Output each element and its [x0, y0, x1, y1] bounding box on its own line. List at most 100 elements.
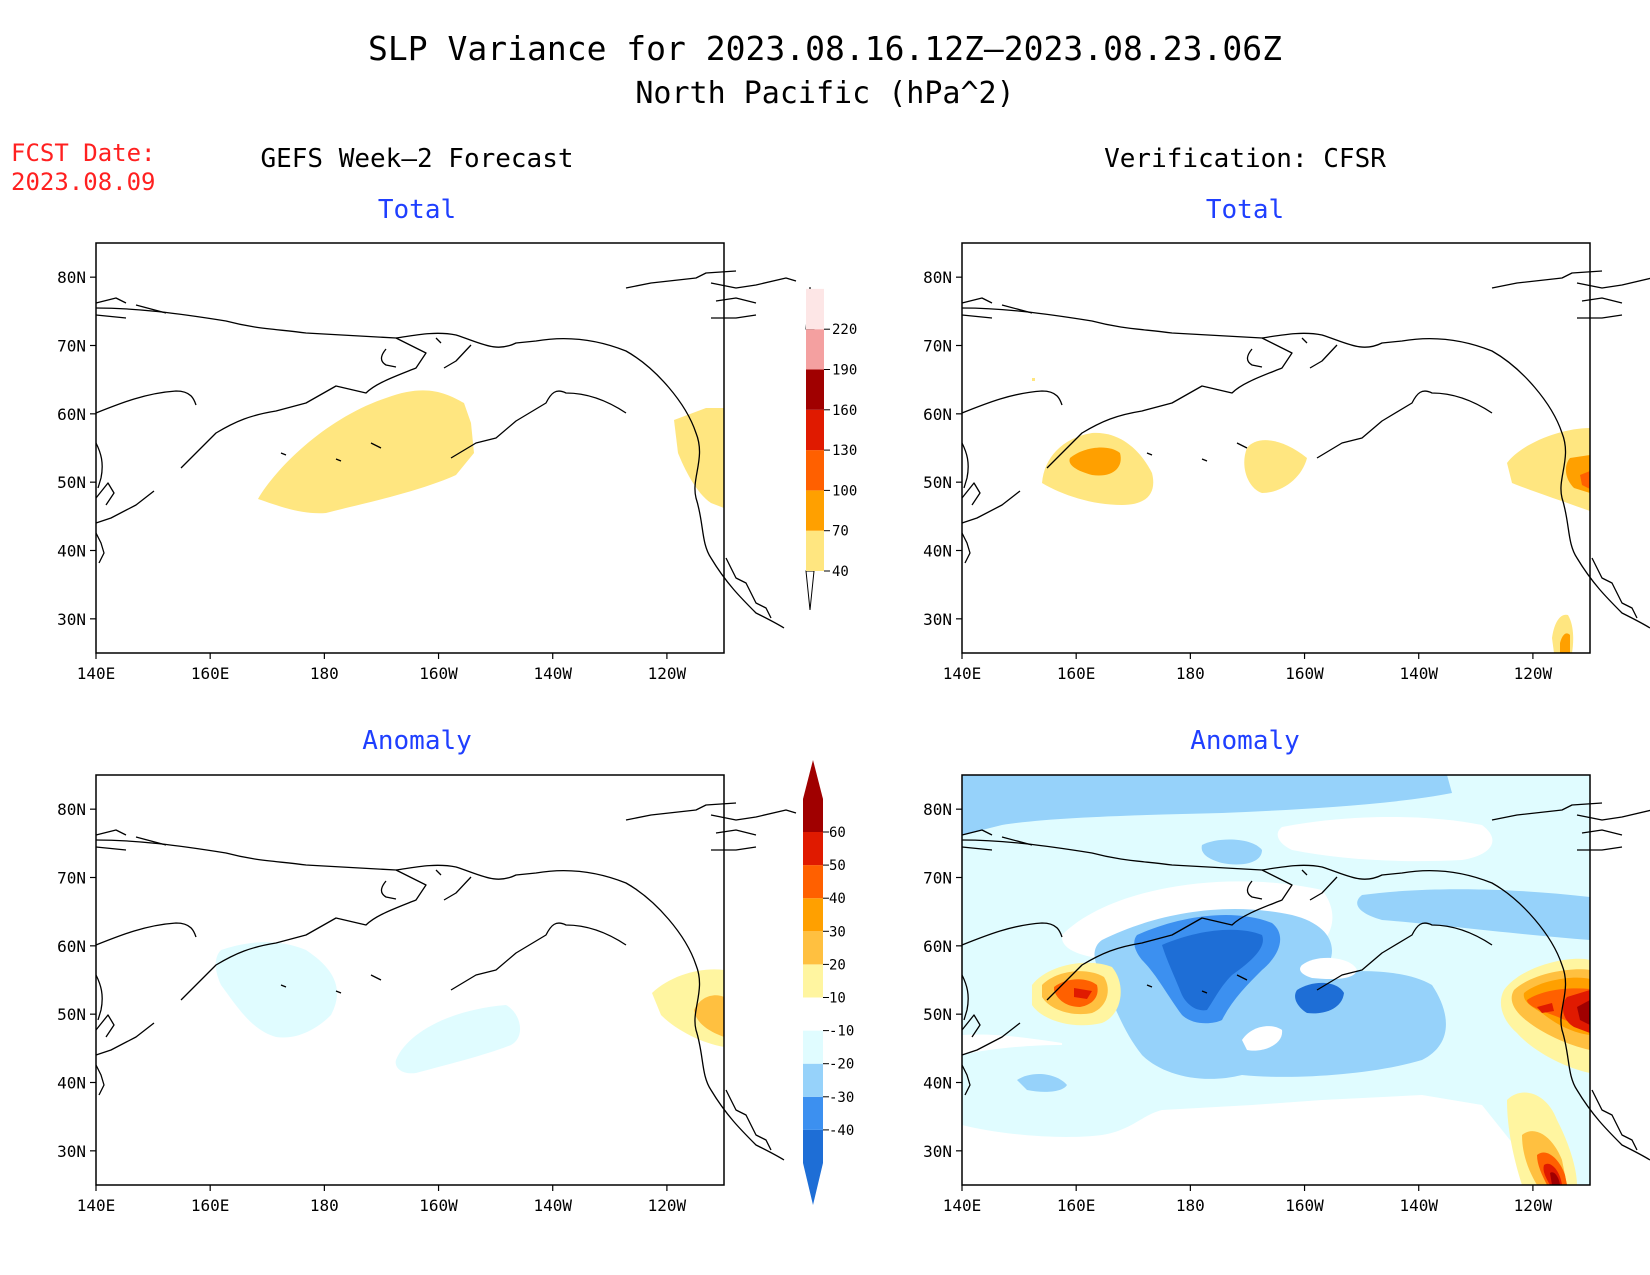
- colorbar-swatch: [803, 1129, 823, 1163]
- lon-tick-label: 140E: [77, 664, 116, 683]
- colorbar-label: 220: [832, 322, 857, 338]
- lon-tick-label: 160W: [419, 1196, 458, 1215]
- map-frame: [961, 774, 1591, 1186]
- lat-tick-label: 60N: [923, 405, 952, 424]
- lon-tick-label: 120W: [1514, 1196, 1553, 1215]
- lat-tick-label: 30N: [923, 610, 952, 629]
- lat-tick-label: 40N: [57, 542, 86, 561]
- fcst-date: 2023.08.09: [11, 168, 156, 196]
- colorbar-swatch: [806, 530, 824, 571]
- lon-tick-label: 120W: [1514, 664, 1553, 683]
- figure-title-line1: SLP Variance for 2023.08.16.12Z–2023.08.…: [368, 29, 1282, 68]
- lon-tick-label: 160E: [1057, 1196, 1096, 1215]
- lon-tick-label: 180: [310, 1196, 339, 1215]
- colorbar-label: 100: [832, 483, 857, 499]
- colorbar-label: -40: [829, 1123, 854, 1139]
- lon-tick-label: 140E: [77, 1196, 116, 1215]
- colorbar-label: 70: [832, 524, 849, 540]
- lon-tick-label: 180: [1176, 1196, 1205, 1215]
- anomaly-shading: [215, 942, 724, 1074]
- lon-tick-label: 140W: [1399, 1196, 1438, 1215]
- colorbar-arrow-bottom: [805, 570, 815, 611]
- lon-tick-label: 160W: [1285, 1196, 1324, 1215]
- lat-tick-label: 60N: [57, 937, 86, 956]
- lat-tick-label: 60N: [923, 937, 952, 956]
- lon-tick-label: 160E: [191, 1196, 230, 1215]
- lon-tick-label: 160W: [1285, 664, 1324, 683]
- lon-tick-label: 160W: [419, 664, 458, 683]
- map-panel-gefs-anomaly: 80N 70N 60N 50N 40N 30N 140E 160E 180 160W 140W 12…: [57, 774, 797, 1215]
- panel-subtitle-cfsr-total: Total: [1206, 195, 1284, 225]
- lat-tick-label: 70N: [57, 337, 86, 356]
- lon-tick-label: 120W: [648, 1196, 687, 1215]
- colorbar-swatch: [803, 997, 823, 1031]
- colorbar-label: -30: [829, 1090, 854, 1106]
- colorbar-label: -10: [829, 1024, 854, 1040]
- colorbar-swatch: [803, 964, 823, 998]
- panel-subtitle-cfsr-anomaly: Anomaly: [1190, 726, 1300, 756]
- colorbar-label: 20: [829, 957, 846, 973]
- map-panel-cfsr-anomaly: 80N 70N 60N 50N 40N 30N 140E 160E 180 160W 140W 12…: [923, 774, 1650, 1215]
- lat-tick-label: 50N: [923, 1005, 952, 1024]
- colorbar-arrow-top: [803, 760, 823, 799]
- lat-tick-label: 50N: [57, 1005, 86, 1024]
- lat-tick-label: 30N: [923, 1142, 952, 1161]
- map-frame: [95, 774, 725, 1186]
- lon-tick-label: 140W: [1399, 664, 1438, 683]
- lat-tick-label: 40N: [923, 542, 952, 561]
- colorbar-swatch: [803, 1030, 823, 1064]
- colorbar-swatch: [803, 1096, 823, 1130]
- lon-tick-label: 140W: [533, 664, 572, 683]
- anomaly-colorbar: -40 -30 -20 -10 10 20 30 40 50 60: [803, 760, 854, 1205]
- lon-tick-label: 140E: [943, 1196, 982, 1215]
- colorbar-label: 130: [832, 443, 857, 459]
- colorbar-label: 40: [829, 891, 846, 907]
- colorbar-label: 160: [832, 403, 857, 419]
- panel-subtitle-gefs-total: Total: [378, 195, 456, 225]
- lat-tick-label: 80N: [923, 800, 952, 819]
- colorbar-swatch: [806, 490, 824, 531]
- lat-tick-label: 70N: [57, 869, 86, 888]
- colorbar-swatch: [806, 369, 824, 410]
- panel-subtitle-gefs-anomaly: Anomaly: [362, 726, 472, 756]
- colorbar-label: 60: [829, 825, 846, 841]
- lon-tick-label: 160E: [1057, 664, 1096, 683]
- right-column-title: Verification: CFSR: [1104, 144, 1386, 174]
- lat-tick-label: 50N: [57, 473, 86, 492]
- colorbar-swatch: [806, 409, 824, 451]
- lon-tick-label: 180: [310, 664, 339, 683]
- map-panel-gefs-total: 80N 70N 60N 50N 40N 30N 140E 160E 180 160W 140W 12…: [57, 242, 797, 683]
- lon-tick-label: 180: [1176, 664, 1205, 683]
- colorbar-label: 30: [829, 924, 846, 940]
- colorbar-swatch: [806, 288, 824, 330]
- lat-tick-label: 80N: [923, 268, 952, 287]
- lat-tick-label: 50N: [923, 473, 952, 492]
- lat-tick-label: 40N: [57, 1074, 86, 1093]
- colorbar-label: -20: [829, 1057, 854, 1073]
- map-panel-cfsr-total: 80N 70N 60N 50N 40N 30N 140E 160E 180 160W 140W 12…: [923, 242, 1650, 683]
- lat-tick-label: 30N: [57, 1142, 86, 1161]
- colorbar-swatch: [803, 798, 823, 832]
- lat-tick-label: 70N: [923, 337, 952, 356]
- colorbar-swatch: [803, 931, 823, 965]
- lon-tick-label: 160E: [191, 664, 230, 683]
- map-frame: [961, 242, 1591, 654]
- lat-tick-label: 60N: [57, 405, 86, 424]
- lon-tick-label: 120W: [648, 664, 687, 683]
- colorbar-label: 40: [832, 564, 849, 580]
- colorbar-arrow-bottom: [803, 1163, 823, 1205]
- colorbar-label: 50: [829, 858, 846, 874]
- left-column-title: GEFS Week–2 Forecast: [260, 144, 573, 174]
- variance-shading: [1032, 378, 1590, 653]
- colorbar-swatch: [803, 898, 823, 932]
- colorbar-label: 190: [832, 363, 857, 379]
- colorbar-swatch: [803, 832, 823, 866]
- map-frame: [95, 242, 725, 654]
- colorbar-swatch: [803, 1063, 823, 1097]
- lat-tick-label: 80N: [57, 800, 86, 819]
- total-colorbar: 40 70 100 130 160 190 220: [805, 286, 857, 611]
- lat-tick-label: 30N: [57, 610, 86, 629]
- colorbar-swatch: [806, 450, 824, 491]
- lon-tick-label: 140W: [533, 1196, 572, 1215]
